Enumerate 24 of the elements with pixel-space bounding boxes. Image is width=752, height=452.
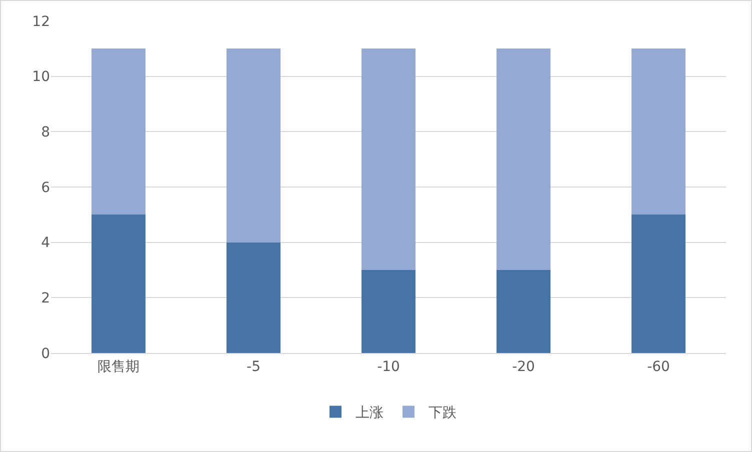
x-tick-label: -5 bbox=[246, 358, 260, 375]
legend-label: 下跌 bbox=[428, 405, 456, 422]
y-tick-label: 4 bbox=[41, 235, 50, 252]
bar bbox=[226, 242, 280, 353]
bar bbox=[496, 270, 550, 353]
y-tick-label: 10 bbox=[32, 69, 50, 86]
y-tick-label: 6 bbox=[41, 180, 50, 196]
bar bbox=[632, 214, 686, 353]
y-tick-label: 8 bbox=[41, 124, 50, 141]
bar bbox=[632, 48, 686, 215]
bar bbox=[226, 48, 280, 242]
bar bbox=[496, 48, 550, 270]
y-tick-label: 2 bbox=[41, 290, 50, 307]
y-tick-label: 0 bbox=[41, 346, 50, 362]
bar bbox=[92, 214, 146, 353]
legend-label: 上涨 bbox=[356, 405, 384, 422]
bar bbox=[92, 48, 146, 215]
x-tick-label: -20 bbox=[512, 358, 535, 375]
y-tick-label: 12 bbox=[32, 14, 50, 30]
x-tick-label: -10 bbox=[377, 358, 400, 375]
bar bbox=[362, 48, 416, 270]
x-tick-label: 限售期 bbox=[98, 358, 140, 375]
x-tick-label: -60 bbox=[647, 358, 670, 375]
bar bbox=[362, 270, 416, 353]
